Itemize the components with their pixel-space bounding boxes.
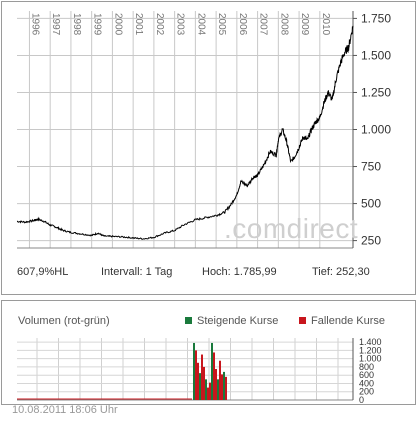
legend-rising-label: Steigende Kurse [197,315,279,327]
volume-tick-label: 0 [359,395,364,405]
volume-bar [215,369,217,400]
high-label: Hoch: 1.785,99 [202,266,277,278]
performance-label: 607,9%HL [17,266,69,278]
price-tick-label: 1.000 [361,123,391,137]
price-tick-label: 1.750 [361,11,391,25]
volume-tick-label: 400 [359,378,374,388]
legend-rising: Steigende Kurse [185,315,278,327]
volume-bar [199,373,201,400]
volume-bar [221,374,223,400]
year-label: 1999 [92,13,103,36]
timestamp: 10.08.2011 18:06 Uhr [12,404,118,416]
legend-rising-swatch [185,317,192,324]
year-label: 2007 [258,13,269,36]
volume-tick-label: 800 [359,362,374,372]
volume-tick-label: 1.200 [359,345,382,355]
interval-label: Intervall: 1 Tag [101,266,173,278]
volume-bar [209,382,211,400]
year-label: 2009 [299,13,310,36]
price-tick-label: 500 [361,197,381,211]
year-label: 1997 [50,13,61,36]
year-label: 2003 [175,13,186,36]
volume-bar [195,350,197,400]
volume-tick-label: 1.000 [359,354,382,364]
volume-bar [201,354,203,400]
low-label: Tief: 252,30 [312,266,370,278]
price-tick-label: 1.500 [361,48,391,62]
volume-bar [193,342,195,400]
price-tick-label: 250 [361,234,381,248]
year-label: 1998 [71,13,82,36]
price-tick-label: 750 [361,160,381,174]
year-label: 2002 [154,13,165,36]
volume-tick-label: 1.400 [359,337,382,347]
year-label: 1996 [29,13,40,36]
price-chart: 1996 1997 1998 1999 2000 2001 2002 2003 2004 2005… [16,11,391,249]
legend-falling-label: Fallende Kurse [311,315,385,327]
volume-bar [207,387,209,400]
volume-bar [217,379,219,400]
volume-bar [213,352,215,400]
year-label: 2001 [133,13,144,36]
volume-title: Volumen (rot-grün) [18,315,110,327]
volume-bar [197,362,199,400]
price-chart-panel: 1996 1997 1998 1999 2000 2001 2002 2003 2004 2005… [1,1,416,295]
volume-bar [223,371,225,400]
year-label: 2000 [112,13,123,36]
volume-bar [225,376,227,400]
volume-bar [205,379,207,400]
volume-tick-label: 600 [359,370,374,380]
year-label: 2004 [195,13,206,36]
watermark: .comdirect [224,213,358,244]
volume-chart-panel: Volumen (rot-grün) Steigende Kurse Falle… [1,300,416,405]
volume-bar [211,342,213,400]
volume-bar [219,360,221,400]
price-line [16,25,354,240]
year-label: 2008 [278,13,289,36]
volume-bar [203,366,205,400]
legend-falling: Fallende Kurse [299,315,385,327]
legend-falling-swatch [299,317,306,324]
volume-tick-label: 200 [359,387,374,397]
price-tick-label: 1.250 [361,85,391,99]
year-label: 2005 [216,13,227,36]
year-label: 2010 [320,13,331,36]
year-label: 2006 [237,13,248,36]
